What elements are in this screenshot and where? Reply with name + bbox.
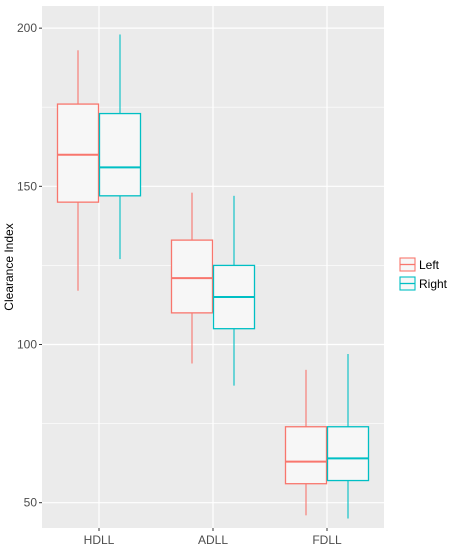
- box-right-hdll: [98, 34, 142, 260]
- y-tick-label: 200: [17, 21, 37, 35]
- y-axis-title: Clearance Index: [2, 223, 16, 310]
- box-body: [170, 239, 214, 314]
- box-right-adll: [212, 195, 256, 386]
- box-body: [98, 112, 142, 197]
- x-tick-label: FDLL: [312, 533, 342, 547]
- box-body: [56, 103, 100, 203]
- x-tick-label: ADLL: [198, 533, 228, 547]
- y-axis: 50 100 150 200: [17, 21, 42, 510]
- box-body: [326, 426, 370, 482]
- y-tick-label: 150: [17, 179, 37, 193]
- box-group: [56, 34, 370, 519]
- legend-label: Left: [419, 258, 440, 272]
- legend-label: Right: [419, 277, 448, 291]
- x-tick-label: HDLL: [84, 533, 115, 547]
- box-left-adll: [170, 192, 214, 364]
- x-axis: HDLL ADLL FDLL: [84, 528, 342, 547]
- box-left-hdll: [56, 50, 100, 291]
- box-right-fdll: [326, 354, 370, 519]
- legend-item-right: Right: [399, 276, 448, 291]
- legend: Left Right: [399, 257, 448, 291]
- y-tick-label: 50: [24, 496, 38, 510]
- y-tick-label: 100: [17, 338, 37, 352]
- box-left-fdll: [284, 369, 328, 516]
- box-body: [284, 426, 328, 485]
- legend-item-left: Left: [399, 257, 440, 272]
